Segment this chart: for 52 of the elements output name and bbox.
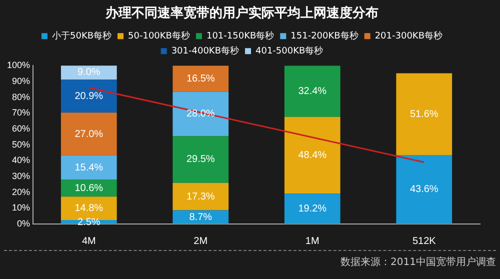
bar xyxy=(172,66,229,92)
legend-label: 小于50KB每秒 xyxy=(52,30,112,42)
data-label: 43.6% xyxy=(410,184,438,196)
bar xyxy=(284,194,340,224)
legend-label: 301-400KB每秒 xyxy=(171,45,240,56)
data-label: 8.7% xyxy=(189,212,212,223)
x-tick-label: 2M xyxy=(194,236,208,247)
y-tick-label: 90% xyxy=(12,76,30,86)
bar xyxy=(284,116,340,194)
bar xyxy=(172,92,229,136)
x-tick-label: 512K xyxy=(412,236,436,247)
data-label: 19.2% xyxy=(298,204,327,215)
source-note: 数据来源：2011中国宽带用户调查 xyxy=(340,256,496,269)
bar xyxy=(284,66,340,117)
y-tick-label: 40% xyxy=(12,155,30,166)
data-label: 9.0% xyxy=(77,67,100,78)
data-label: 32.4% xyxy=(298,86,327,98)
x-tick-label: 1M xyxy=(305,236,320,247)
bar xyxy=(396,154,452,224)
data-label: 15.4% xyxy=(74,162,104,174)
bar xyxy=(172,136,229,183)
y-tick-label: 50% xyxy=(12,139,30,150)
bar xyxy=(172,210,229,224)
bar xyxy=(60,80,117,113)
legend-label: 201-300KB每秒 xyxy=(374,30,443,42)
y-tick-label: 70% xyxy=(12,108,30,118)
data-label: 48.4% xyxy=(298,150,327,162)
x-tick-label: 4M xyxy=(82,236,96,247)
data-label: 20.9% xyxy=(74,90,104,102)
data-label: 51.6% xyxy=(410,108,438,120)
y-tick-label: 100% xyxy=(6,60,30,70)
y-tick-label: 30% xyxy=(12,170,30,181)
y-tick-label: 80% xyxy=(12,92,30,102)
data-label: 10.6% xyxy=(74,182,104,194)
y-tick-label: 60% xyxy=(12,123,30,134)
bar xyxy=(172,182,229,210)
y-tick-label: 20% xyxy=(12,186,30,197)
bar xyxy=(396,73,452,155)
data-label: 16.5% xyxy=(186,73,215,84)
data-label: 14.8% xyxy=(74,203,104,214)
data-label: 27.0% xyxy=(74,128,104,140)
chart-title: 办理不同速率宽带的用户实际平均上网速度分布 xyxy=(104,5,378,22)
legend-label: 101-150KB每秒 xyxy=(206,30,274,42)
bar xyxy=(60,112,117,156)
y-tick-label: 0% xyxy=(17,218,30,228)
y-tick-label: 10% xyxy=(12,202,30,213)
bar xyxy=(60,155,117,180)
legend-label: 401-500KB每秒 xyxy=(256,45,324,56)
data-label: 17.3% xyxy=(186,191,215,202)
legend-label: 151-200KB每秒 xyxy=(290,30,358,42)
legend-label: 50-100KB每秒 xyxy=(128,30,190,42)
data-label: 29.5% xyxy=(186,154,215,166)
